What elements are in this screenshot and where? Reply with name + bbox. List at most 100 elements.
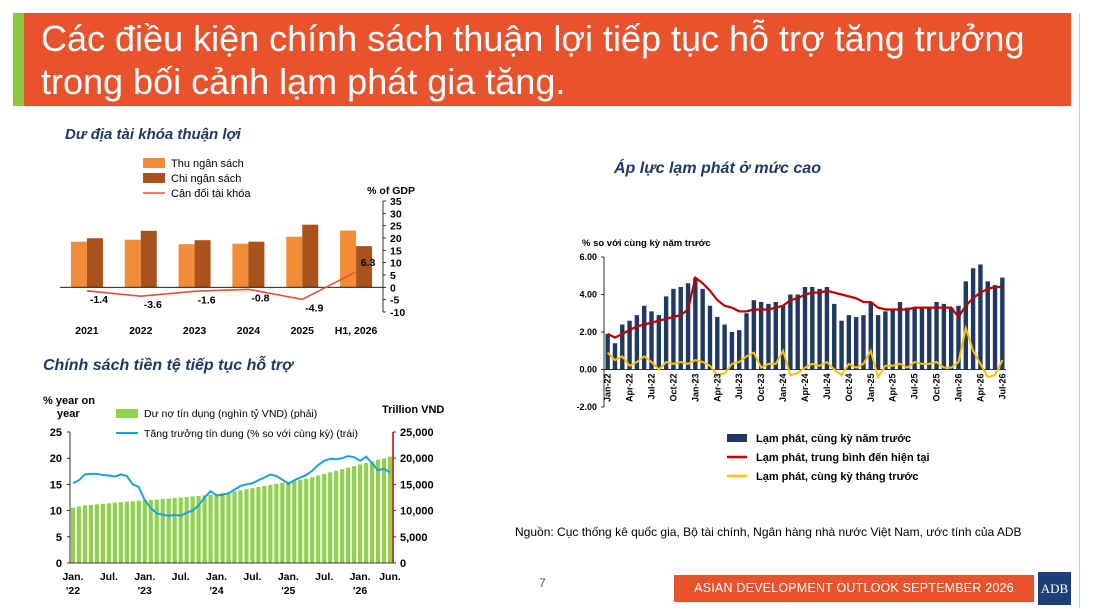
- data-label: -1.6: [198, 294, 216, 306]
- fiscal-bar: [286, 236, 303, 288]
- inflation-bar: [795, 294, 800, 370]
- x-tick-year: '24: [209, 585, 223, 597]
- inflation-bar: [817, 288, 822, 370]
- inflation-bar: [700, 288, 705, 370]
- inflation-bar: [634, 315, 640, 370]
- credit-bar: [286, 481, 291, 563]
- y-axis-title: % of GDP: [367, 185, 415, 197]
- inflation-bar: [861, 315, 866, 370]
- inflation-bar: [824, 287, 830, 370]
- inflation-bar: [941, 303, 947, 370]
- inflation-bar: [707, 305, 713, 370]
- x-tick-label: Jan-24: [778, 374, 788, 403]
- y-tick-label: 35: [390, 196, 402, 208]
- inflation-bar: [810, 287, 815, 370]
- x-tick-label: Oct-23: [756, 374, 766, 402]
- y-tick-label: 20,000: [400, 453, 434, 465]
- credit-bar: [262, 485, 267, 563]
- y-tick-label: 4.00: [579, 290, 597, 300]
- legend-label: Thu ngân sách: [171, 158, 244, 170]
- credit-bar: [100, 503, 105, 563]
- credit-bar: [238, 490, 243, 563]
- x-tick-label: 2022: [129, 325, 153, 337]
- x-tick-label: Jul-23: [734, 374, 744, 400]
- fiscal-bar: [124, 239, 141, 288]
- credit-bar: [70, 507, 76, 563]
- inflation-bar: [846, 315, 852, 370]
- x-tick-label: Apr-25: [888, 374, 898, 403]
- inflation-bar: [685, 283, 691, 370]
- inflation-bar: [948, 307, 954, 370]
- inflation-bar: [978, 264, 983, 370]
- x-tick-label: Jan.: [278, 571, 299, 583]
- x-tick-label: Oct-25: [932, 374, 942, 402]
- inflation-bar: [605, 333, 610, 370]
- fiscal-bar: [70, 241, 87, 288]
- monetary-chart-title: Chính sách tiền tệ tiếp tục hỗ trợ: [43, 357, 293, 374]
- credit-bar: [340, 469, 345, 563]
- x-tick-label: Jan.: [206, 571, 227, 583]
- x-tick-label: Jan.: [62, 571, 83, 583]
- x-tick-label: Apr-24: [800, 374, 810, 403]
- x-tick-label: Jan.: [134, 571, 155, 583]
- credit-bar: [328, 472, 333, 563]
- right-axis-title: Trillion VND: [382, 404, 444, 416]
- credit-bar: [160, 499, 165, 563]
- legend-label: Dư nợ tín dụng (nghìn tỷ VND) (phải): [144, 408, 317, 420]
- x-tick-label: Jul-26: [997, 374, 1007, 400]
- inflation-bar: [729, 332, 735, 370]
- y-tick-label: 6.00: [579, 252, 597, 262]
- fiscal-bar: [178, 244, 195, 288]
- inflation-bar: [832, 303, 837, 370]
- credit-bar: [184, 496, 189, 563]
- inflation-bar: [985, 281, 990, 370]
- mom-inflation-line: [606, 324, 1004, 380]
- credit-bar: [178, 497, 183, 563]
- credit-bar: [387, 456, 393, 563]
- credit-bar: [196, 495, 201, 563]
- legend-label: Tăng trưởng tín dung (% so với cùng kỳ) …: [144, 428, 358, 440]
- y-tick-label: 30: [390, 208, 402, 220]
- fiscal-bar: [140, 230, 157, 288]
- inflation-bar: [671, 288, 676, 370]
- inflation-bar: [802, 287, 808, 370]
- credit-bar: [142, 500, 147, 563]
- inflation-bar: [773, 302, 778, 370]
- x-tick-label: Jul-24: [822, 374, 832, 400]
- credit-bar: [220, 492, 225, 563]
- page-number: 7: [539, 576, 546, 590]
- inflation-bar: [1000, 277, 1005, 370]
- credit-bar: [124, 501, 129, 563]
- y-tick-label: 0: [56, 558, 62, 570]
- credit-bar: [214, 493, 219, 563]
- inflation-bar: [744, 313, 749, 370]
- x-tick-label: Apr-23: [712, 374, 722, 403]
- footer-banner: ASIAN DEVELOPMENT OUTLOOK SEPTEMBER 2026: [674, 575, 1034, 602]
- fiscal-bar: [86, 238, 103, 288]
- inflation-bar: [758, 302, 764, 370]
- y-tick-label: -10: [390, 307, 405, 319]
- adb-logo: ADB: [1038, 572, 1071, 605]
- inflation-bar: [912, 307, 917, 370]
- x-tick-label: Apr-26: [975, 374, 985, 403]
- x-tick-label: Jul.: [172, 571, 190, 583]
- inflation-bar: [875, 315, 881, 370]
- x-tick-label: 2025: [291, 325, 315, 337]
- y-axis-title: % so với cùng kỳ năm trước: [582, 238, 711, 249]
- x-tick-label: Jan-25: [866, 374, 876, 403]
- data-label: 6.3: [361, 257, 376, 269]
- credit-bar: [232, 491, 237, 563]
- inflation-bar: [992, 285, 998, 370]
- credit-bar: [310, 477, 315, 563]
- y-tick-label: 5,000: [400, 532, 428, 544]
- fiscal-bar: [232, 243, 249, 288]
- y-tick-label: 25: [50, 427, 62, 439]
- inflation-bar: [883, 311, 888, 370]
- credit-bar: [226, 492, 231, 563]
- inflation-bar: [642, 305, 647, 370]
- inflation-bar: [780, 305, 786, 370]
- credit-growth-line: [72, 455, 391, 517]
- credit-bar: [148, 499, 153, 563]
